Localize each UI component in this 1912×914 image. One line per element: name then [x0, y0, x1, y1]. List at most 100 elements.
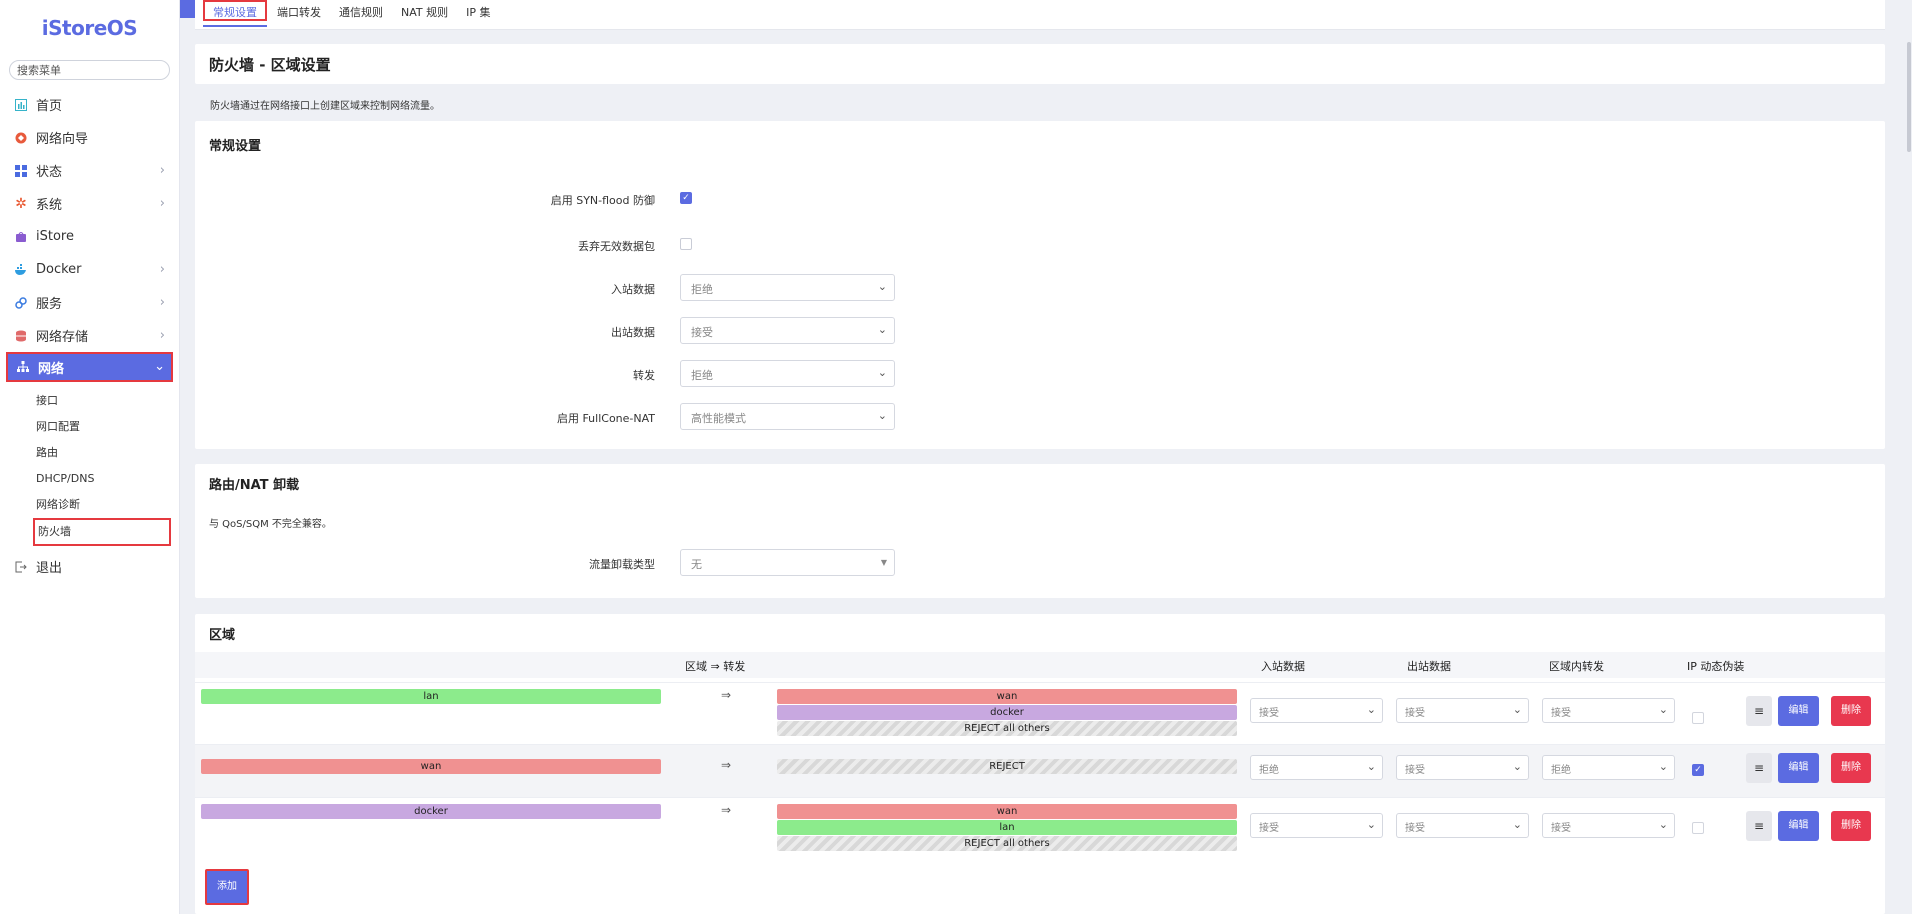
chevron-down-icon: ⌄ [1366, 760, 1376, 773]
col-input: 入站数据 [1261, 660, 1305, 673]
sidebar-subitem-dhcp-dns[interactable]: DHCP/DNS [36, 472, 95, 485]
tab-ip-sets[interactable]: IP 集 [466, 6, 491, 19]
tab-traffic-rules[interactable]: 通信规则 [339, 6, 383, 19]
scrollbar-thumb[interactable] [1907, 42, 1911, 152]
status-icon [14, 164, 28, 178]
masquerade-checkbox[interactable] [1692, 822, 1704, 834]
field-label: 启用 SYN-flood 防御 [550, 194, 655, 207]
sidebar-item-storage[interactable]: 网络存储 › [0, 319, 179, 352]
select-value: 拒绝 [691, 283, 713, 296]
sidebar-subitem-port-config[interactable]: 网口配置 [36, 420, 80, 433]
chevron-down-icon: ⌄ [877, 366, 887, 379]
zone-output-select[interactable]: 接受 ⌄ [1396, 698, 1529, 723]
network-icon [16, 360, 30, 374]
chevron-right-icon: › [159, 196, 165, 211]
field-label: 丢弃无效数据包 [578, 240, 655, 253]
chevron-down-icon: ⌄ [1512, 818, 1522, 831]
scrollbar[interactable] [1906, 0, 1912, 914]
chevron-down-icon: ⌄ [1512, 760, 1522, 773]
main-content: 常规设置 端口转发 通信规则 NAT 规则 IP 集 防火墙 - 区域设置 防火… [180, 0, 1912, 914]
offload-type-select[interactable]: 无 ▼ [680, 549, 895, 576]
sidebar-item-istore[interactable]: iStore [0, 220, 179, 253]
chevron-right-icon: › [159, 262, 165, 277]
offload-note: 与 QoS/SQM 不完全兼容。 [209, 519, 332, 530]
forward-target-lan: lan [777, 820, 1237, 835]
edit-button[interactable]: 编辑 [1778, 811, 1819, 841]
sidebar-item-wizard[interactable]: 网络向导 [0, 121, 179, 154]
delete-button[interactable]: 删除 [1831, 753, 1871, 783]
zone-intra-select[interactable]: 接受 ⌄ [1542, 813, 1675, 838]
chevron-down-icon: ⌄ [1658, 703, 1668, 716]
services-icon [14, 296, 28, 310]
forward-policy-row: 转发 拒绝 ⌄ [195, 360, 895, 388]
drop-invalid-checkbox[interactable] [680, 238, 692, 250]
sort-handle-button[interactable]: ≡ [1746, 753, 1772, 783]
forward-policy-select[interactable]: 拒绝 ⌄ [680, 360, 895, 387]
select-value: 接受 [691, 326, 713, 339]
zone-input-select[interactable]: 接受 ⌄ [1250, 698, 1383, 723]
masquerade-checkbox[interactable] [1692, 712, 1704, 724]
chevron-down-icon: ⌄ [877, 409, 887, 422]
zone-intra-select[interactable]: 接受 ⌄ [1542, 698, 1675, 723]
sidebar-item-label: 网络向导 [36, 132, 89, 147]
sidebar-item-label: 服务 [36, 297, 63, 312]
col-output: 出站数据 [1407, 660, 1451, 673]
sidebar-item-label: 退出 [36, 561, 63, 576]
section-title: 常规设置 [209, 139, 262, 154]
forward-target-reject: REJECT all others [777, 721, 1237, 736]
delete-button[interactable]: 删除 [1831, 696, 1871, 726]
chevron-down-icon: ⌄ [1658, 818, 1668, 831]
sidebar-item-status[interactable]: 状态 › [0, 154, 179, 187]
store-icon [14, 230, 28, 244]
zone-intra-select[interactable]: 拒绝 ⌄ [1542, 755, 1675, 780]
page-description: 防火墙通过在网络接口上创建区域来控制网络流量。 [210, 101, 440, 112]
chevron-right-icon: › [159, 328, 165, 343]
edit-button[interactable]: 编辑 [1778, 753, 1819, 783]
sidebar-item-network[interactable]: 网络 ⌄ [6, 352, 173, 382]
sidebar-subitem-firewall[interactable]: 防火墙 [33, 518, 171, 546]
sidebar-subitem-interfaces[interactable]: 接口 [36, 394, 58, 407]
input-policy-select[interactable]: 拒绝 ⌄ [680, 274, 895, 301]
field-label: 入站数据 [611, 283, 655, 296]
table-row: lan ⇒ wan docker REJECT all others 接受 ⌄ 接… [195, 682, 1885, 744]
sidebar-item-services[interactable]: 服务 › [0, 286, 179, 319]
tab-port-forward[interactable]: 端口转发 [277, 6, 321, 19]
fullcone-select[interactable]: 高性能模式 ⌄ [680, 403, 895, 430]
zone-badge-wan: wan [201, 759, 661, 774]
syn-flood-checkbox[interactable]: ✓ [680, 192, 692, 204]
zone-output-select[interactable]: 接受 ⌄ [1396, 813, 1529, 838]
offload-section: 路由/NAT 卸载 与 QoS/SQM 不完全兼容。 流量卸载类型 无 ▼ [195, 464, 1885, 598]
select-value: 接受 [1259, 823, 1279, 834]
chevron-right-icon: › [159, 163, 165, 178]
output-policy-select[interactable]: 接受 ⌄ [680, 317, 895, 344]
zone-output-select[interactable]: 接受 ⌄ [1396, 755, 1529, 780]
tab-nat-rules[interactable]: NAT 规则 [401, 6, 449, 19]
edit-button[interactable]: 编辑 [1778, 696, 1819, 726]
tab-general[interactable]: 常规设置 [203, 0, 267, 27]
field-label: 转发 [633, 369, 655, 382]
sidebar-item-system[interactable]: ✲ 系统 › [0, 187, 179, 220]
sidebar-subitem-routes[interactable]: 路由 [36, 446, 58, 459]
section-title: 区域 [209, 628, 236, 643]
masquerade-checkbox[interactable]: ✓ [1692, 764, 1704, 776]
delete-button[interactable]: 删除 [1831, 811, 1871, 841]
sort-handle-button[interactable]: ≡ [1746, 811, 1772, 841]
sidebar-item-logout[interactable]: 退出 [0, 550, 179, 583]
dashboard-icon [14, 98, 28, 112]
input-policy-row: 入站数据 拒绝 ⌄ [195, 274, 895, 302]
sidebar-item-label: 网络存储 [36, 330, 89, 345]
sidebar-subitem-diagnostics[interactable]: 网络诊断 [36, 498, 80, 511]
logo[interactable]: iStoreOS [41, 16, 138, 40]
sidebar-item-home[interactable]: 首页 [0, 88, 179, 121]
chevron-down-icon: ⌄ [1512, 703, 1522, 716]
zone-input-select[interactable]: 拒绝 ⌄ [1250, 755, 1383, 780]
sort-handle-button[interactable]: ≡ [1746, 696, 1772, 726]
search-menu-input[interactable]: 搜索菜单 [9, 60, 170, 80]
sidebar: iStoreOS 搜索菜单 首页 网络向导 状态 › ✲ 系统 › iStore… [0, 0, 180, 914]
sidebar-item-docker[interactable]: Docker › [0, 253, 179, 286]
add-zone-button[interactable]: 添加 [205, 869, 249, 905]
chevron-down-icon: ⌄ [1658, 760, 1668, 773]
zone-input-select[interactable]: 接受 ⌄ [1250, 813, 1383, 838]
storage-icon [14, 329, 28, 343]
sidebar-item-label: 状态 [36, 165, 63, 180]
